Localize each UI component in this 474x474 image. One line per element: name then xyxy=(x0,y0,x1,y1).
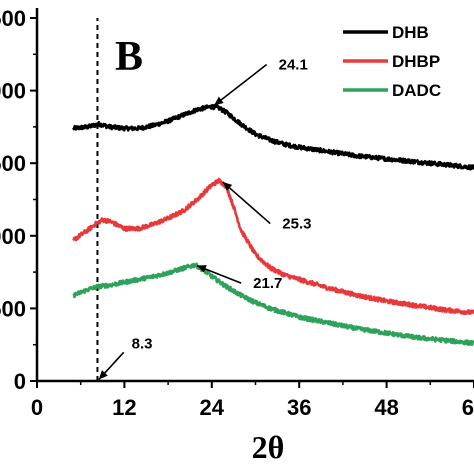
annotation-label: 21.7 xyxy=(253,275,282,292)
y-tick-label: 1500 xyxy=(0,151,26,176)
panel-label: B xyxy=(115,34,143,80)
y-tick-label: 2000 xyxy=(0,79,26,104)
y-tick-label: 2500 xyxy=(0,6,26,31)
series-layer xyxy=(72,103,474,346)
legend-label-dhb: DHB xyxy=(392,23,429,42)
annotation-arrow-head xyxy=(214,96,224,106)
legend: DHB DHBP DADC xyxy=(343,23,441,100)
annotation-layer: 24.1 25.3 21.7 8.3 xyxy=(98,57,311,381)
x-tick-label: 24 xyxy=(200,395,225,420)
y-tick-label: 500 xyxy=(0,296,26,321)
x-axis-title: 2θ xyxy=(252,429,285,465)
annotation-arrow-head xyxy=(196,265,207,273)
x-tick-label: 48 xyxy=(374,395,398,420)
axes-layer: 0 12 24 36 48 60 0 500 1000 1500 2000 2500 xyxy=(0,6,474,420)
x-tick-label: 60 xyxy=(462,395,474,420)
annotation-arrow-line xyxy=(222,181,271,225)
annotation-label: 24.1 xyxy=(279,57,308,74)
series-line-dhbp xyxy=(72,177,474,316)
legend-label-dhbp: DHBP xyxy=(392,52,440,71)
annotation-arrow-head xyxy=(98,370,108,380)
annotation-label: 25.3 xyxy=(282,216,311,233)
annotation-label: 8.3 xyxy=(132,335,153,352)
x-tick-label: 12 xyxy=(112,395,136,420)
legend-label-dadc: DADC xyxy=(392,81,441,100)
annotation-arrow-line xyxy=(213,63,268,106)
series-line-dadc xyxy=(72,262,474,346)
x-tick-label: 36 xyxy=(287,395,311,420)
y-tick-label: 0 xyxy=(14,369,26,394)
y-tick-label: 1000 xyxy=(0,224,26,249)
x-tick-label: 0 xyxy=(31,395,43,420)
annotation-arrow-head xyxy=(222,181,233,191)
series-line-dhb xyxy=(72,103,474,171)
